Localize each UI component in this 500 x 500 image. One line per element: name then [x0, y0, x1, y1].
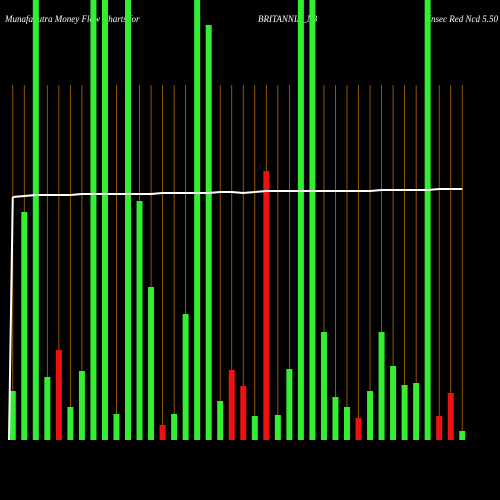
flow-line — [12, 188, 463, 198]
bar — [136, 201, 143, 440]
bar — [436, 416, 443, 440]
bar — [159, 425, 166, 440]
bar — [44, 377, 51, 440]
bar — [424, 0, 431, 440]
bar — [55, 350, 62, 440]
bar — [274, 415, 281, 440]
bar — [332, 397, 339, 440]
bar — [148, 287, 155, 440]
chart-note: Unsec Red Ncd 5.50 — [425, 14, 499, 24]
bar — [309, 0, 316, 440]
bar — [78, 371, 85, 440]
bar — [447, 393, 454, 440]
bar — [413, 383, 420, 440]
bar — [367, 391, 374, 440]
bar — [125, 0, 132, 440]
bar — [459, 431, 466, 440]
bar — [320, 332, 327, 440]
line-start — [8, 196, 14, 441]
bar — [251, 416, 258, 440]
bar — [113, 414, 120, 440]
bar — [343, 407, 350, 440]
bar — [355, 418, 362, 440]
bar — [90, 0, 97, 440]
bar — [228, 370, 235, 440]
bar — [101, 0, 108, 440]
bar — [401, 385, 408, 440]
chart-subtitle: BRITANNIA_N3 — [258, 14, 318, 24]
bar — [205, 25, 212, 440]
bar — [67, 407, 74, 440]
bar — [9, 391, 16, 440]
bar — [286, 369, 293, 440]
bar — [390, 366, 397, 440]
bar — [217, 401, 224, 440]
chart-title: MunafaSutra Money Flow Charts for — [4, 14, 140, 24]
bar — [240, 386, 247, 440]
bar — [21, 212, 28, 440]
bar — [171, 414, 178, 440]
bar — [297, 0, 304, 440]
bar — [378, 332, 385, 440]
bar — [182, 314, 189, 440]
bar — [32, 0, 39, 440]
bar — [194, 0, 201, 440]
bar — [263, 171, 270, 440]
